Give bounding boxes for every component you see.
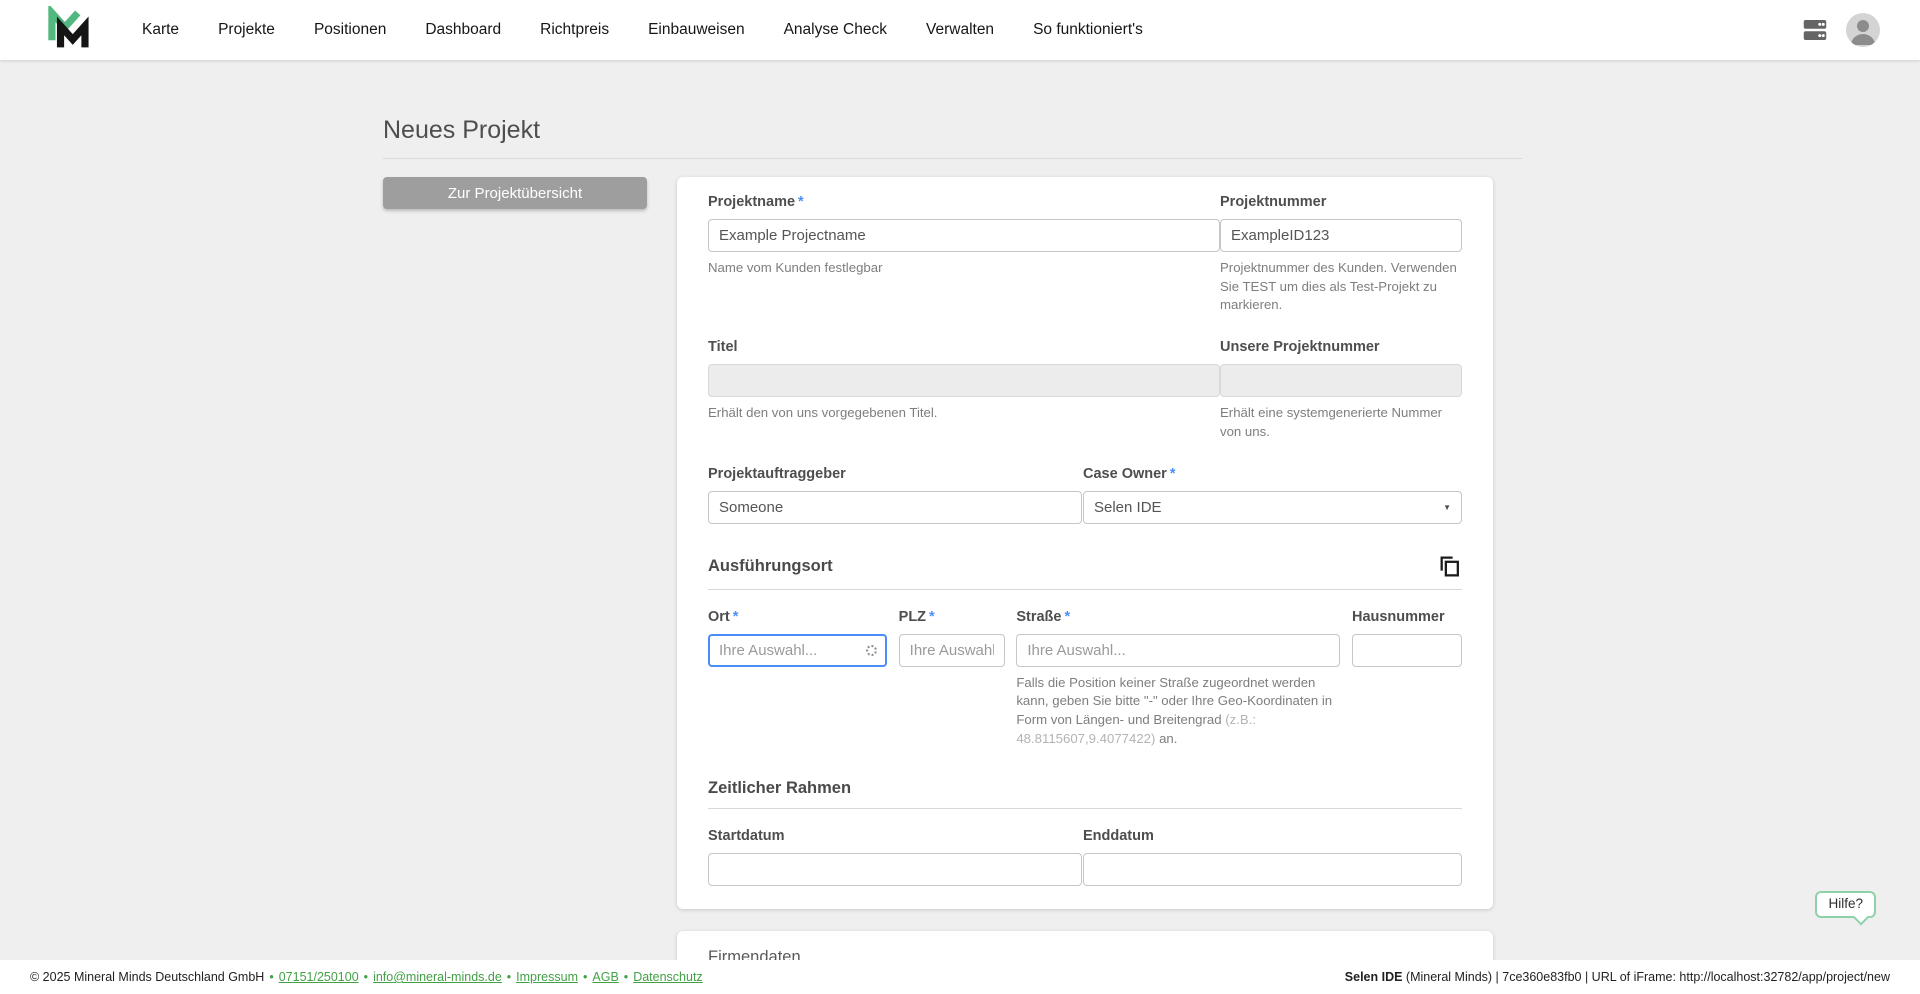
nav-item-einbauweisen[interactable]: Einbauweisen <box>648 21 745 38</box>
strasse-hint: Falls die Position keiner Straße zugeord… <box>1016 674 1333 746</box>
title-divider <box>383 158 1522 159</box>
zur-projektuebersicht-button[interactable]: Zur Projektübersicht <box>383 177 647 209</box>
section-divider <box>708 807 1462 809</box>
plz-label: PLZ * <box>898 608 935 625</box>
page-title: Neues Projekt <box>383 116 541 144</box>
nav-item-richtpreis[interactable]: Richtpreis <box>540 21 610 38</box>
footer: © 2025 Mineral Minds Deutschland GmbH • … <box>0 960 1920 994</box>
case-owner-select[interactable]: Selen IDE ▼ <box>1083 490 1462 524</box>
footer-link-phone[interactable]: 07151/250100 <box>278 970 359 984</box>
strasse-input[interactable] <box>1016 633 1341 667</box>
chevron-down-icon: ▼ <box>1443 502 1451 512</box>
strasse-label: Straße * <box>1016 608 1071 625</box>
nav-item-projekte[interactable]: Projekte <box>218 21 275 38</box>
startdatum-label: Startdatum <box>708 827 785 844</box>
project-form-card: Projektname* Name vom Kunden festlegbar … <box>677 177 1493 909</box>
hilfe-button[interactable]: Hilfe? <box>1815 891 1876 918</box>
ausfuehrungsort-section-title: Ausführungsort <box>708 556 833 575</box>
enddatum-input[interactable] <box>1083 852 1462 886</box>
nav-item-positionen[interactable]: Positionen <box>313 21 387 38</box>
projektnummer-hint: Projektnummer des Kunden. Verwenden Sie … <box>1220 260 1457 313</box>
ort-input[interactable] <box>708 633 887 667</box>
titel-label: Titel <box>708 339 738 356</box>
footer-separator: • <box>623 970 629 984</box>
top-navbar: Karte Projekte Positionen Dashboard Rich… <box>0 0 1920 60</box>
projektauftraggeber-input[interactable] <box>708 490 1082 524</box>
projektname-input[interactable] <box>708 219 1220 252</box>
projektnummer-label: Projektnummer <box>1220 194 1327 210</box>
logo-icon <box>44 3 90 55</box>
startdatum-input[interactable] <box>708 852 1082 886</box>
titel-hint: Erhält den von uns vorgegebenen Titel. <box>708 405 938 421</box>
titel-input <box>708 364 1220 398</box>
required-asterisk: * <box>1169 465 1176 482</box>
enddatum-label: Enddatum <box>1083 827 1154 844</box>
nav-item-so-funktionierts[interactable]: So funktioniert's <box>1033 21 1143 38</box>
required-asterisk: * <box>732 608 739 625</box>
server-stack-icon[interactable] <box>1800 15 1830 45</box>
projektname-hint: Name vom Kunden festlegbar <box>708 260 883 275</box>
footer-session-info: Selen IDE (Mineral Minds) | 7ce360e83fb0… <box>1345 970 1890 984</box>
projektname-label: Projektname * <box>708 194 804 210</box>
loading-spinner-icon <box>866 644 877 656</box>
footer-link-agb[interactable]: AGB <box>592 970 619 984</box>
required-asterisk: * <box>798 194 804 210</box>
footer-separator: • <box>363 970 369 984</box>
user-avatar[interactable] <box>1846 13 1880 47</box>
footer-separator: • <box>583 970 588 984</box>
unsere-projektnummer-label: Unsere Projektnummer <box>1220 339 1380 356</box>
mineral-minds-logo[interactable] <box>44 3 90 55</box>
footer-session-user: Selen IDE <box>1344 970 1403 984</box>
ort-label: Ort * <box>708 608 739 625</box>
nav-item-analyse-check[interactable]: Analyse Check <box>783 21 887 38</box>
footer-link-impressum[interactable]: Impressum <box>516 970 578 984</box>
nav-item-karte[interactable]: Karte <box>142 21 180 38</box>
footer-separator: • <box>506 970 512 984</box>
nav-item-verwalten[interactable]: Verwalten <box>925 21 995 38</box>
unsere-projektnummer-hint: Erhält eine systemgenerierte Nummer von … <box>1220 405 1443 439</box>
nav-item-dashboard[interactable]: Dashboard <box>425 21 502 38</box>
unsere-projektnummer-input <box>1220 364 1462 398</box>
hausnummer-label: Hausnummer <box>1351 608 1445 625</box>
footer-copyright: © 2025 Mineral Minds Deutschland GmbH <box>30 970 265 984</box>
footer-link-email[interactable]: info@mineral-minds.de <box>373 970 502 984</box>
footer-left: © 2025 Mineral Minds Deutschland GmbH • … <box>30 970 703 984</box>
zeitlicher-rahmen-section-title: Zeitlicher Rahmen <box>708 778 852 797</box>
footer-separator: • <box>269 970 274 984</box>
case-owner-value: Selen IDE <box>1094 498 1162 516</box>
page-content: Neues Projekt Zur Projektübersicht Proje… <box>383 60 1522 994</box>
hausnummer-input[interactable] <box>1351 633 1462 667</box>
main-navigation: Karte Projekte Positionen Dashboard Rich… <box>142 21 1143 39</box>
case-owner-label: Case Owner * <box>1083 465 1176 482</box>
footer-link-datenschutz[interactable]: Datenschutz <box>633 970 703 984</box>
footer-session-details: (Mineral Minds) | 7ce360e83fb0 | URL of … <box>1402 970 1890 984</box>
section-divider <box>708 588 1462 590</box>
required-asterisk: * <box>1064 608 1071 625</box>
projektauftraggeber-label: Projektauftraggeber <box>708 465 846 482</box>
plz-input[interactable] <box>898 633 1005 667</box>
required-asterisk: * <box>929 608 935 625</box>
copy-icon[interactable] <box>1437 554 1462 579</box>
projektnummer-input[interactable] <box>1220 219 1462 252</box>
